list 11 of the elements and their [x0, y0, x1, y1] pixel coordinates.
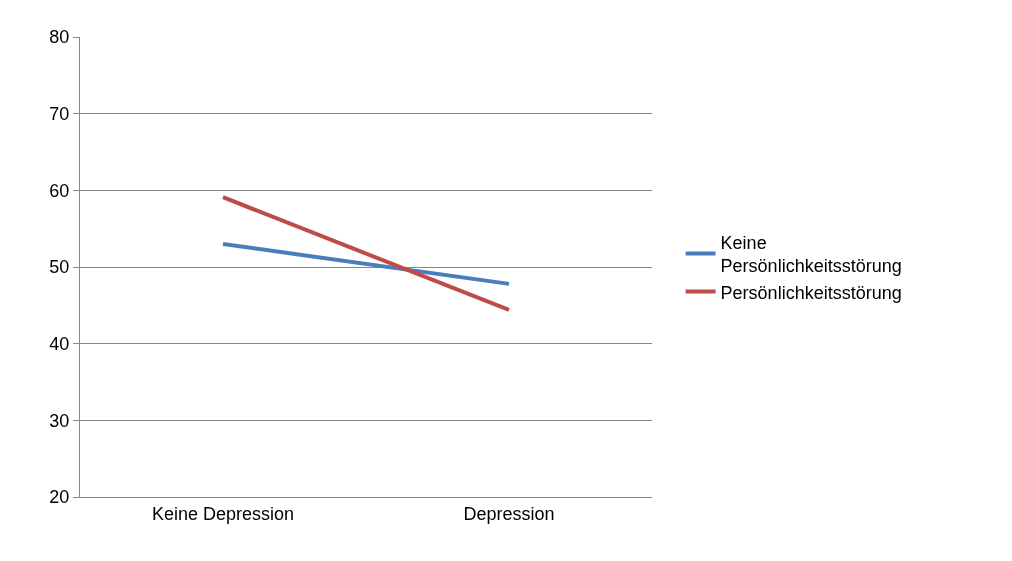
legend-label: Persönlichkeitsstörung: [720, 282, 902, 303]
x-tick-label: Depression: [463, 503, 555, 524]
y-tick-label: 60: [49, 180, 70, 201]
y-tick-label: 20: [49, 487, 70, 508]
y-tick-label: 80: [49, 27, 70, 48]
legend-label: Keine Persönlichkeitsstörung: [720, 232, 902, 277]
y-tick-label: 30: [49, 410, 70, 431]
y-tick-label: 70: [49, 103, 70, 124]
y-tick-label: 40: [49, 333, 70, 354]
x-tick-label: Keine Depression: [151, 503, 295, 524]
y-tick-label: 50: [49, 257, 70, 278]
